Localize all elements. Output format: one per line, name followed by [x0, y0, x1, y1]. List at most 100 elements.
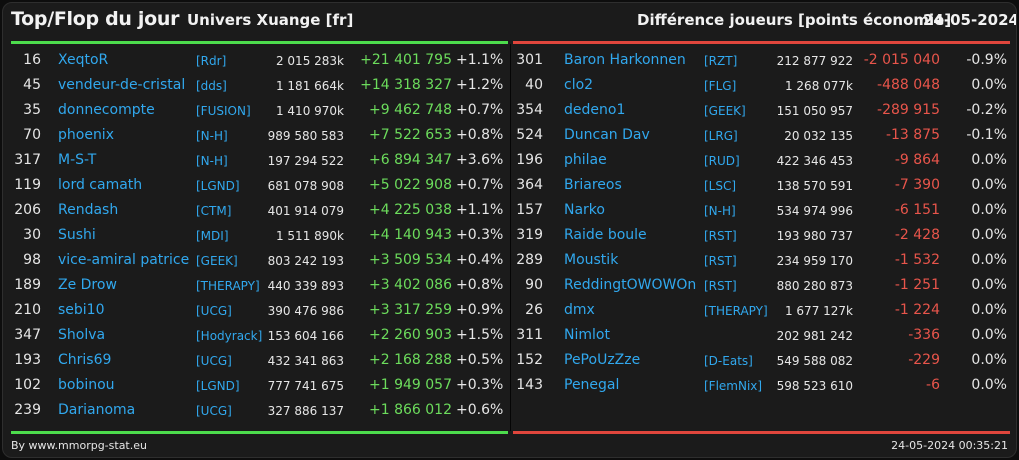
flop-accent-bar-bottom: [513, 431, 1010, 434]
alliance-tag-link[interactable]: [RST]: [704, 279, 737, 293]
player-name-link[interactable]: Sholva: [58, 327, 106, 343]
alliance-tag-link[interactable]: [N-H]: [196, 129, 228, 143]
player-rank: 70: [23, 127, 41, 143]
alliance-tag-link[interactable]: [dds]: [196, 79, 227, 93]
flop-row: 196 philae [RUD] 422 346 453 -9 864 0.0%: [513, 148, 1010, 173]
points-change: +2 168 288: [369, 352, 452, 368]
player-name-link[interactable]: sebi10: [58, 302, 105, 318]
player-points: 681 078 908: [267, 179, 344, 193]
player-name-link[interactable]: philae: [564, 152, 607, 168]
top-row: 206 Rendash [CTM] 401 914 079 +4 225 038 +1.1…: [11, 198, 508, 223]
alliance-tag-link[interactable]: [N-H]: [704, 204, 736, 218]
player-name-link[interactable]: Moustik: [564, 252, 619, 268]
player-points: 327 886 137: [267, 404, 344, 418]
top-row: 16 XeqtoR [Rdr] 2 015 283k +21 401 795 +1.1%: [11, 48, 508, 73]
percent-change: 0.0%: [971, 352, 1007, 368]
player-name-link[interactable]: bobinou: [58, 377, 115, 393]
alliance-tag-link[interactable]: [MDI]: [196, 229, 229, 243]
player-name-link[interactable]: Duncan Dav: [564, 127, 650, 143]
player-name-link[interactable]: donnecompte: [58, 102, 155, 118]
percent-change: -0.9%: [966, 52, 1007, 68]
alliance-tag-link[interactable]: [FlemNix]: [704, 379, 763, 393]
player-name-link[interactable]: M-S-T: [58, 152, 97, 168]
alliance-tag-link[interactable]: [Hodyrack]: [196, 329, 263, 343]
top-row: 189 Ze Drow [THERAPY] 440 339 893 +3 402 086…: [11, 273, 508, 298]
player-points: 440 339 893: [267, 279, 344, 293]
player-rank: 40: [525, 77, 543, 93]
player-name-link[interactable]: Ze Drow: [58, 277, 117, 293]
alliance-tag-link[interactable]: [LSC]: [704, 179, 737, 193]
player-name-link[interactable]: Raide boule: [564, 227, 647, 243]
player-points: 549 588 082: [776, 354, 853, 368]
alliance-tag-link[interactable]: [THERAPY]: [704, 304, 768, 318]
player-rank: 102: [14, 377, 41, 393]
player-name-link[interactable]: dedeno1: [564, 102, 626, 118]
player-rank: 30: [23, 227, 41, 243]
alliance-tag-link[interactable]: [GEEK]: [196, 254, 238, 268]
player-name-link[interactable]: Chris69: [58, 352, 112, 368]
percent-change: -0.2%: [966, 102, 1007, 118]
player-name-link[interactable]: Darianoma: [58, 402, 136, 418]
player-rank: 90: [525, 277, 543, 293]
percent-change: 0.0%: [971, 202, 1007, 218]
flop-accent-bar: [513, 41, 1010, 44]
player-points: 193 980 737: [776, 229, 853, 243]
alliance-tag-link[interactable]: [FLG]: [704, 79, 737, 93]
points-change: +4 140 943: [369, 227, 452, 243]
player-name-link[interactable]: vendeur-de-cristal: [58, 77, 186, 93]
player-rank: 45: [23, 77, 41, 93]
player-name-link[interactable]: PePoUzZze: [564, 352, 641, 368]
alliance-tag-link[interactable]: [D-Eats]: [704, 354, 753, 368]
player-name-link[interactable]: Briareos: [564, 177, 622, 193]
alliance-tag-link[interactable]: [N-H]: [196, 154, 228, 168]
player-rank: 239: [14, 402, 41, 418]
alliance-tag-link[interactable]: [UCG]: [196, 354, 232, 368]
alliance-tag-link[interactable]: [LRG]: [704, 129, 738, 143]
percent-change: 0.0%: [971, 227, 1007, 243]
alliance-tag-link[interactable]: [UCG]: [196, 304, 232, 318]
alliance-tag-link[interactable]: [FUSION]: [196, 104, 251, 118]
points-change: +4 225 038: [369, 202, 452, 218]
player-name-link[interactable]: Rendash: [58, 202, 119, 218]
points-change: -2 015 040: [863, 52, 940, 68]
player-points: 202 981 242: [776, 329, 853, 343]
points-change: +21 401 795: [360, 52, 452, 68]
player-name-link[interactable]: Penegal: [564, 377, 620, 393]
player-name-link[interactable]: ReddingtOWOWOn: [564, 277, 697, 293]
top-row: 119 lord camath [LGND] 681 078 908 +5 022 90…: [11, 173, 508, 198]
points-change: +1 949 057: [369, 377, 452, 393]
player-name-link[interactable]: Baron Harkonnen: [564, 52, 686, 68]
player-rank: 16: [23, 52, 41, 68]
alliance-tag-link[interactable]: [RZT]: [704, 54, 738, 68]
alliance-tag-link[interactable]: [Rdr]: [196, 54, 227, 68]
player-points: 1 268 077k: [784, 79, 853, 93]
player-name-link[interactable]: dmx: [564, 302, 595, 318]
player-name-link[interactable]: phoenix: [58, 127, 114, 143]
player-name-link[interactable]: Narko: [564, 202, 605, 218]
alliance-tag-link[interactable]: [CTM]: [196, 204, 232, 218]
player-name-link[interactable]: lord camath: [58, 177, 143, 193]
percent-change: +0.8%: [456, 127, 504, 143]
player-name-link[interactable]: Nimlot: [564, 327, 610, 343]
player-name-link[interactable]: vice-amiral patrice: [58, 252, 190, 268]
alliance-tag-link[interactable]: [UCG]: [196, 404, 232, 418]
alliance-tag-link[interactable]: [RUD]: [704, 154, 740, 168]
player-name-link[interactable]: XeqtoR: [58, 52, 109, 68]
player-rank: 98: [23, 252, 41, 268]
player-name-link[interactable]: clo2: [564, 77, 594, 93]
top-row: 193 Chris69 [UCG] 432 341 863 +2 168 288 +0.5…: [11, 348, 508, 373]
flop-row: 524 Duncan Dav [LRG] 20 032 135 -13 875 -0.1%: [513, 123, 1010, 148]
alliance-tag-link[interactable]: [RST]: [704, 254, 737, 268]
alliance-tag-link[interactable]: [GEEK]: [704, 104, 746, 118]
alliance-tag-link[interactable]: [RST]: [704, 229, 737, 243]
points-change: -6: [926, 377, 940, 393]
player-name-link[interactable]: Sushi: [58, 227, 96, 243]
points-change: +3 509 534: [369, 252, 452, 268]
flop-row: 289 Moustik [RST] 234 959 170 -1 532 0.0%: [513, 248, 1010, 273]
alliance-tag-link[interactable]: [THERAPY]: [196, 279, 260, 293]
percent-change: +0.6%: [456, 402, 504, 418]
alliance-tag-link[interactable]: [LGND]: [196, 179, 240, 193]
points-change: +1 866 012: [369, 402, 452, 418]
alliance-tag-link[interactable]: [LGND]: [196, 379, 240, 393]
